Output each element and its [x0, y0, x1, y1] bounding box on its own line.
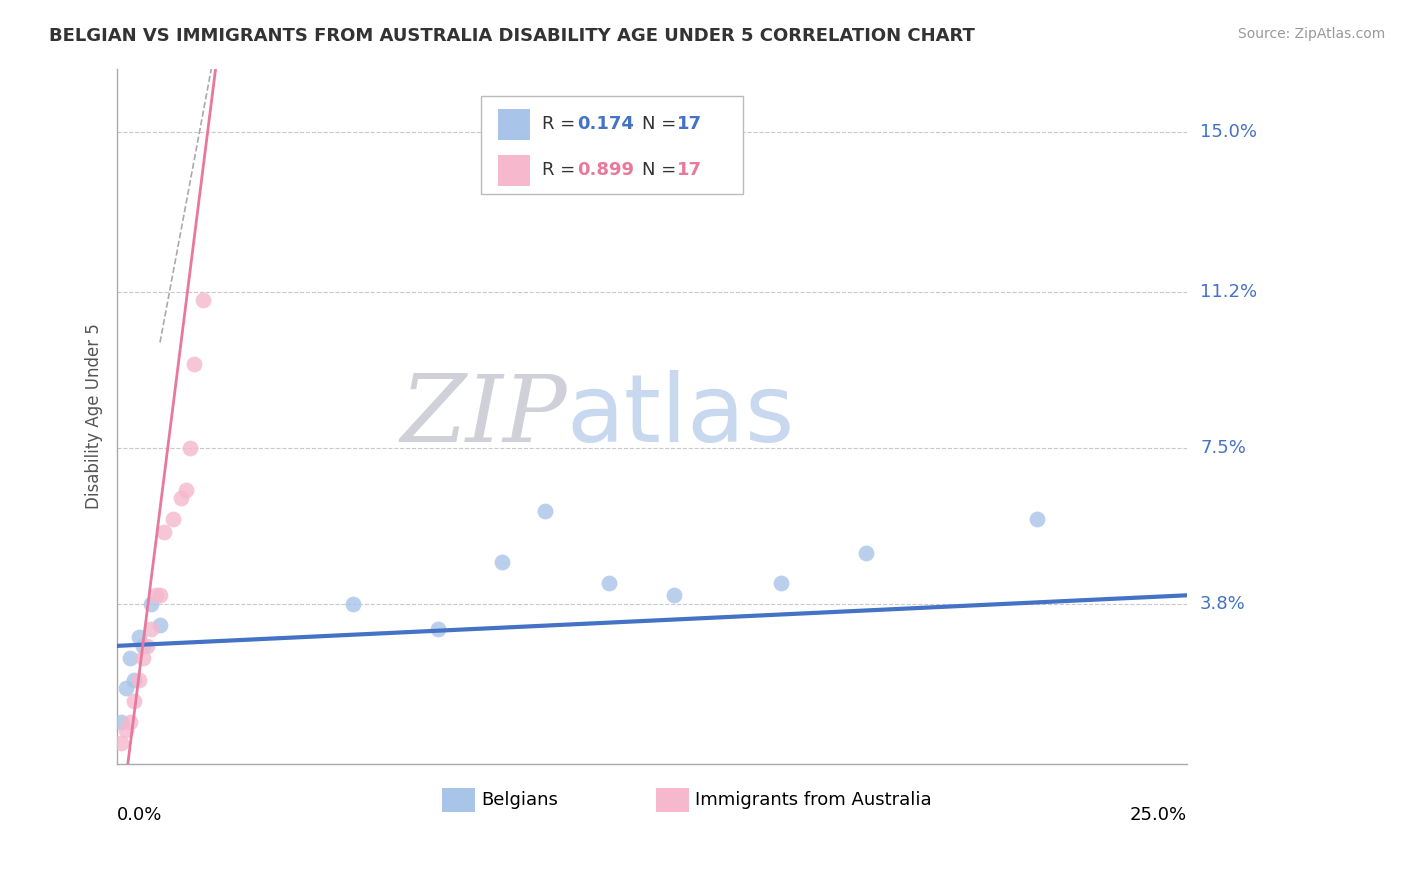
Point	[136, 639, 159, 653]
Point	[114, 723, 136, 738]
Text: 7.5%: 7.5%	[1201, 439, 1246, 457]
Point	[534, 504, 557, 518]
Point	[110, 736, 132, 750]
FancyBboxPatch shape	[443, 789, 475, 812]
Text: N =: N =	[641, 115, 682, 133]
Point	[1026, 512, 1049, 526]
Point	[132, 639, 155, 653]
Point	[124, 693, 146, 707]
Text: R =: R =	[541, 115, 581, 133]
Point	[491, 555, 513, 569]
Point	[114, 681, 136, 695]
Point	[191, 293, 214, 308]
Text: Immigrants from Australia: Immigrants from Australia	[695, 791, 932, 809]
Y-axis label: Disability Age Under 5: Disability Age Under 5	[86, 323, 103, 509]
Text: 3.8%: 3.8%	[1201, 595, 1246, 613]
Text: ZIP: ZIP	[399, 371, 567, 461]
Point	[662, 588, 685, 602]
Point	[427, 622, 450, 636]
Point	[170, 491, 193, 506]
Text: BELGIAN VS IMMIGRANTS FROM AUSTRALIA DISABILITY AGE UNDER 5 CORRELATION CHART: BELGIAN VS IMMIGRANTS FROM AUSTRALIA DIS…	[49, 27, 976, 45]
Text: N =: N =	[641, 161, 682, 179]
Point	[132, 651, 155, 665]
Text: 11.2%: 11.2%	[1201, 283, 1257, 301]
Point	[153, 524, 176, 539]
Point	[162, 512, 184, 526]
Point	[174, 483, 197, 497]
Point	[110, 714, 132, 729]
FancyBboxPatch shape	[657, 789, 689, 812]
Text: Source: ZipAtlas.com: Source: ZipAtlas.com	[1237, 27, 1385, 41]
Text: 0.0%: 0.0%	[117, 806, 163, 824]
Text: 0.899: 0.899	[578, 161, 634, 179]
Point	[124, 673, 146, 687]
Text: 17: 17	[676, 161, 702, 179]
Point	[598, 575, 620, 590]
Point	[183, 357, 205, 371]
Point	[128, 673, 150, 687]
FancyBboxPatch shape	[481, 96, 744, 194]
Point	[149, 588, 172, 602]
Text: atlas: atlas	[567, 370, 794, 462]
Point	[145, 588, 167, 602]
Point	[179, 441, 201, 455]
Point	[141, 597, 163, 611]
Text: 25.0%: 25.0%	[1130, 806, 1187, 824]
Point	[855, 546, 877, 560]
Point	[118, 651, 141, 665]
Text: Belgians: Belgians	[481, 791, 558, 809]
FancyBboxPatch shape	[498, 109, 530, 139]
Point	[118, 714, 141, 729]
FancyBboxPatch shape	[498, 155, 530, 186]
Point	[149, 617, 172, 632]
Point	[769, 575, 792, 590]
Point	[141, 622, 163, 636]
Text: 17: 17	[676, 115, 702, 133]
Text: 0.174: 0.174	[578, 115, 634, 133]
Point	[128, 631, 150, 645]
Point	[342, 597, 364, 611]
Text: R =: R =	[541, 161, 581, 179]
Text: 15.0%: 15.0%	[1201, 123, 1257, 141]
